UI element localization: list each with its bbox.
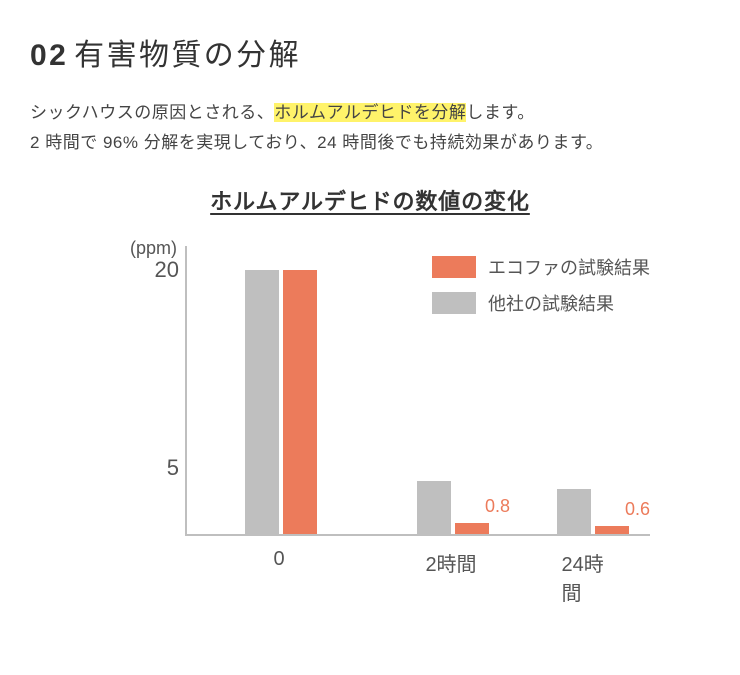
section-heading: 02有害物質の分解	[30, 30, 710, 74]
bar-other	[557, 489, 591, 534]
y-tick-label: 20	[137, 257, 179, 283]
legend-item-other: 他社の試験結果	[432, 290, 650, 316]
desc-line2: 2 時間で 96% 分解を実現しており、24 時間後でも持続効果があります。	[30, 133, 603, 152]
x-axis-labels: 02時間24時間	[185, 536, 650, 576]
x-tick-label: 0	[273, 548, 284, 571]
desc-highlight: ホルムアルデヒドを分解	[274, 103, 466, 122]
bar-other	[245, 270, 279, 534]
bar-ecofa	[283, 270, 317, 534]
section-description: シックハウスの原因とされる、ホルムアルデヒドを分解します。 2 時間で 96% …	[30, 98, 710, 158]
x-tick-label: 24時間	[562, 548, 621, 606]
y-tick-label: 5	[137, 455, 179, 481]
y-axis-unit: (ppm)	[130, 238, 177, 259]
chart: (ppm) エコファの試験結果他社の試験結果 2050.80.6 02時間24時…	[90, 246, 650, 576]
bar-value-label: 0.8	[485, 496, 510, 517]
chart-title: ホルムアルデヒドの数値の変化	[30, 184, 710, 216]
plot-area: エコファの試験結果他社の試験結果 2050.80.6	[185, 246, 650, 536]
legend: エコファの試験結果他社の試験結果	[432, 254, 650, 326]
bar-value-label: 0.6	[625, 499, 650, 520]
legend-swatch	[432, 256, 476, 278]
legend-item-ecofa: エコファの試験結果	[432, 254, 650, 280]
legend-label: 他社の試験結果	[488, 290, 614, 316]
desc-pre: シックハウスの原因とされる、	[30, 103, 274, 122]
x-tick-label: 2時間	[425, 548, 476, 577]
legend-label: エコファの試験結果	[488, 254, 650, 280]
bar-ecofa	[455, 523, 489, 534]
desc-post1: します。	[466, 103, 534, 122]
legend-swatch	[432, 292, 476, 314]
bar-other	[417, 481, 451, 534]
section-number: 02	[30, 39, 68, 72]
bar-ecofa	[595, 526, 629, 534]
section-title: 有害物質の分解	[74, 39, 301, 72]
